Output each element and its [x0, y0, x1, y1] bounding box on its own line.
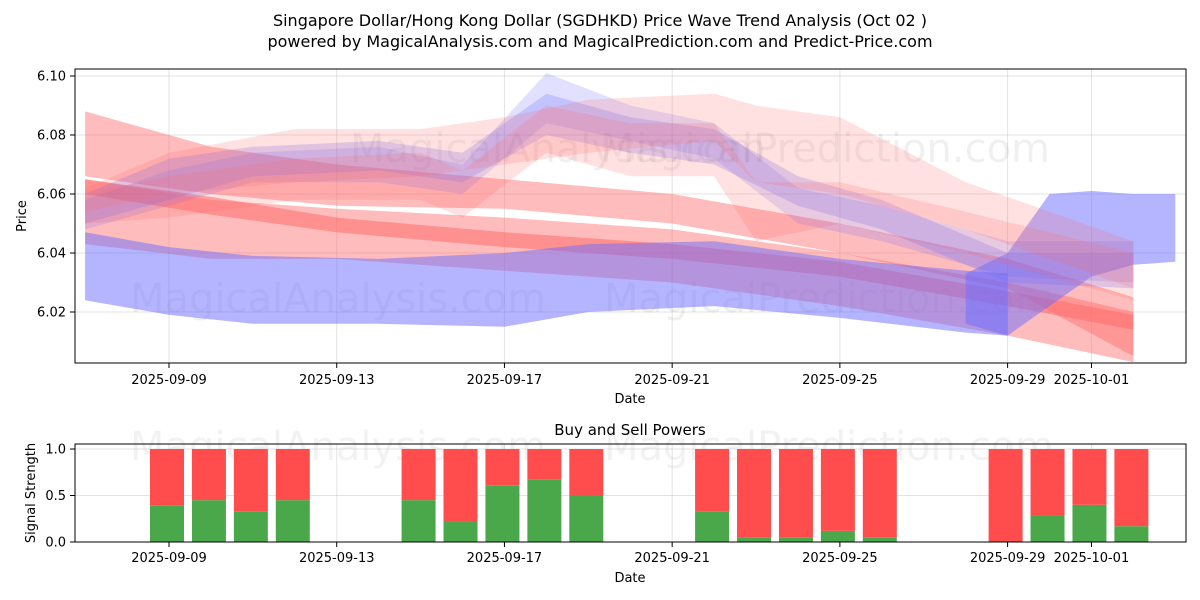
price-band-wave-red-1	[85, 93, 1134, 289]
sell-bar	[778, 449, 813, 538]
sell-bar	[1072, 449, 1107, 505]
sell-bar	[862, 449, 897, 538]
figure-title-line2: powered by MagicalAnalysis.com and Magic…	[267, 32, 932, 51]
sell-bar	[988, 449, 1023, 542]
buy-bar	[485, 485, 520, 542]
price-x-tick-label: 2025-09-09	[131, 373, 207, 388]
price-x-tick-label: 2025-09-17	[467, 373, 543, 388]
price-band-wide-red-upper	[85, 111, 1134, 357]
buy-bar	[737, 537, 772, 542]
signal-y-tick-label: 0.0	[45, 536, 66, 551]
signal-x-tick-label: 2025-09-29	[970, 551, 1046, 566]
buy-bar	[150, 505, 184, 542]
price-x-tick-label: 2025-09-13	[299, 373, 375, 388]
figure-title-line1: Singapore Dollar/Hong Kong Dollar (SGDHK…	[273, 11, 927, 30]
signal-x-tick-label: 2025-09-13	[299, 551, 375, 566]
signal-x-tick-label: 2025-09-09	[131, 551, 207, 566]
price-y-ticks: 6.02 6.04 6.06 6.08 6.10	[37, 70, 75, 321]
sell-bar	[233, 449, 268, 512]
price-band-wave-red-2	[85, 105, 1134, 301]
watermark-top-left: MagicalAnalysis.com	[350, 126, 766, 172]
price-band-wave-blue-2	[85, 73, 1134, 283]
buy-bar	[527, 479, 562, 542]
buy-bar	[275, 500, 310, 542]
price-y-tick-label: 6.08	[37, 129, 66, 144]
signal-y-tick-label: 0.5	[45, 489, 66, 504]
buy-bar	[695, 511, 730, 542]
price-chart: MagicalAnalysis.com MagicalPrediction.co…	[15, 68, 1187, 407]
buy-bar	[820, 530, 855, 542]
signal-chart-title: Buy and Sell Powers	[554, 421, 706, 439]
price-x-tick-label: 2025-09-29	[970, 373, 1046, 388]
buy-bar	[443, 521, 478, 542]
sell-bar	[527, 449, 562, 480]
signal-x-tick-label: 2025-09-21	[634, 551, 710, 566]
sell-bar	[1114, 449, 1149, 527]
buy-bar	[1030, 515, 1065, 542]
signal-y-label: Signal Strength	[24, 443, 39, 543]
price-y-tick-label: 6.10	[37, 70, 66, 85]
sell-bar	[820, 449, 855, 531]
price-y-tick-label: 6.06	[37, 188, 66, 203]
buy-bar	[778, 537, 813, 542]
signal-chart: Buy and Sell Powers MagicalAnalysis.com …	[24, 421, 1187, 586]
signal-y-tick-label: 1.0	[45, 443, 66, 458]
sell-bar	[401, 449, 436, 501]
price-x-label: Date	[614, 392, 645, 407]
buy-bar	[569, 495, 604, 542]
sell-bar	[191, 449, 226, 501]
buy-bar	[233, 511, 268, 542]
signal-x-ticks: 2025-09-09 2025-09-13 2025-09-17 2025-09-21…	[131, 542, 1129, 566]
price-bands	[85, 73, 1176, 363]
price-axes-frame	[74, 68, 1187, 364]
price-y-tick-label: 6.04	[37, 247, 66, 262]
signal-x-tick-label: 2025-09-17	[467, 551, 543, 566]
price-x-tick-label: 2025-09-25	[802, 373, 878, 388]
price-x-tick-label: 2025-09-21	[634, 373, 710, 388]
sell-bar	[569, 449, 604, 496]
watermark-top-right: MagicalPrediction.com	[600, 126, 1050, 172]
price-y-label: Price	[15, 200, 30, 232]
sell-bar	[443, 449, 478, 522]
signal-x-tick-label: 2025-09-25	[802, 551, 878, 566]
signal-y-ticks: 0.0 0.5 1.0	[45, 443, 75, 551]
signal-axes-frame	[74, 443, 1187, 543]
sell-bar	[695, 449, 730, 512]
sell-bar	[1030, 449, 1065, 516]
price-y-tick-label: 6.02	[37, 306, 66, 321]
buy-bar	[1114, 526, 1149, 542]
buy-bar	[401, 500, 436, 542]
price-x-tick-label: 2025-10-01	[1054, 373, 1130, 388]
signal-bars	[150, 449, 1149, 542]
sell-bar	[275, 449, 310, 501]
sell-bar	[737, 449, 772, 538]
sell-bar	[150, 449, 184, 506]
sell-bar	[485, 449, 520, 486]
buy-bar	[862, 537, 897, 542]
signal-x-tick-label: 2025-10-01	[1054, 551, 1130, 566]
price-band-wave-blue-1	[85, 93, 1134, 289]
buy-bar	[1072, 504, 1107, 542]
price-band-blue-jump	[965, 191, 1176, 336]
buy-bar	[191, 500, 226, 542]
price-band-wide-blue-lower	[85, 232, 1008, 336]
price-x-ticks: 2025-09-09 2025-09-13 2025-09-17 2025-09-21…	[131, 363, 1129, 388]
signal-x-label: Date	[614, 571, 645, 586]
